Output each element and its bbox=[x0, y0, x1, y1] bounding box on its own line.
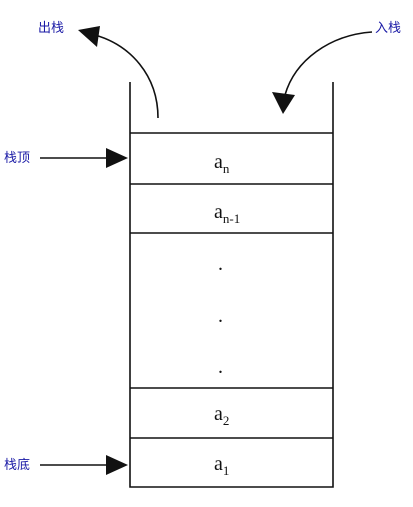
push-arrowhead-icon bbox=[272, 92, 295, 114]
push-label: 入栈 bbox=[375, 21, 401, 36]
bottom-label: 栈底 bbox=[4, 457, 30, 473]
cell-a1: a1 bbox=[214, 453, 229, 478]
push-arrow-curve bbox=[284, 31, 373, 96]
cell-a2: a2 bbox=[214, 403, 229, 428]
pop-arrow-curve bbox=[94, 34, 159, 119]
pop-label: 出栈 bbox=[38, 21, 64, 36]
cell-an-1: an-1 bbox=[214, 201, 240, 226]
bottom-pointer-arrowhead-icon bbox=[106, 455, 128, 475]
cell-an: an bbox=[214, 151, 230, 176]
ellipsis-dot: . bbox=[218, 356, 223, 378]
top-label: 栈顶 bbox=[4, 151, 30, 166]
pop-arrowhead-icon bbox=[78, 26, 100, 47]
ellipsis-dot: . bbox=[218, 253, 223, 275]
top-pointer-arrowhead-icon bbox=[106, 148, 128, 168]
stack-outline bbox=[129, 82, 334, 488]
ellipsis-dot: . bbox=[218, 305, 223, 327]
